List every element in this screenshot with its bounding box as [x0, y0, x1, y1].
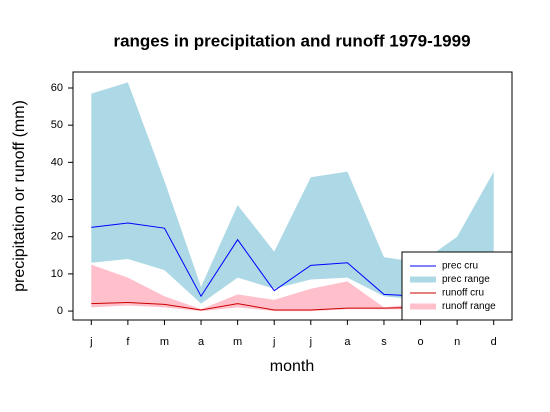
legend-label: runoff range — [442, 301, 496, 312]
x-tick-label: m — [160, 336, 169, 348]
y-tick-label: 50 — [51, 119, 63, 131]
y-tick-label: 30 — [51, 193, 63, 205]
y-tick-label: 60 — [51, 82, 63, 94]
x-axis-label: month — [270, 358, 314, 375]
y-tick-label: 10 — [51, 268, 63, 280]
x-tick-label: n — [454, 336, 460, 348]
legend-label: prec range — [442, 274, 490, 285]
x-tick-label: d — [491, 336, 497, 348]
x-tick-label: s — [381, 336, 387, 348]
y-tick-label: 20 — [51, 231, 63, 243]
x-tick-label: a — [198, 336, 205, 348]
chart-title: ranges in precipitation and runoff 1979-… — [113, 31, 470, 50]
x-tick-label: j — [309, 336, 312, 348]
x-tick-label: a — [344, 336, 351, 348]
y-axis-label: precipitation or runoff (mm) — [11, 100, 28, 292]
x-tick-label: o — [417, 336, 423, 348]
x-tick-label: f — [126, 336, 130, 348]
plot-frame — [72, 71, 513, 321]
y-tick-label: 0 — [57, 305, 63, 317]
x-tick-label: m — [233, 336, 242, 348]
legend-label: runoff cru — [442, 288, 484, 299]
y-tick-label: 40 — [51, 156, 63, 168]
x-tick-label: j — [89, 336, 92, 348]
legend-label: prec cru — [442, 261, 478, 272]
x-tick-label: j — [272, 336, 275, 348]
